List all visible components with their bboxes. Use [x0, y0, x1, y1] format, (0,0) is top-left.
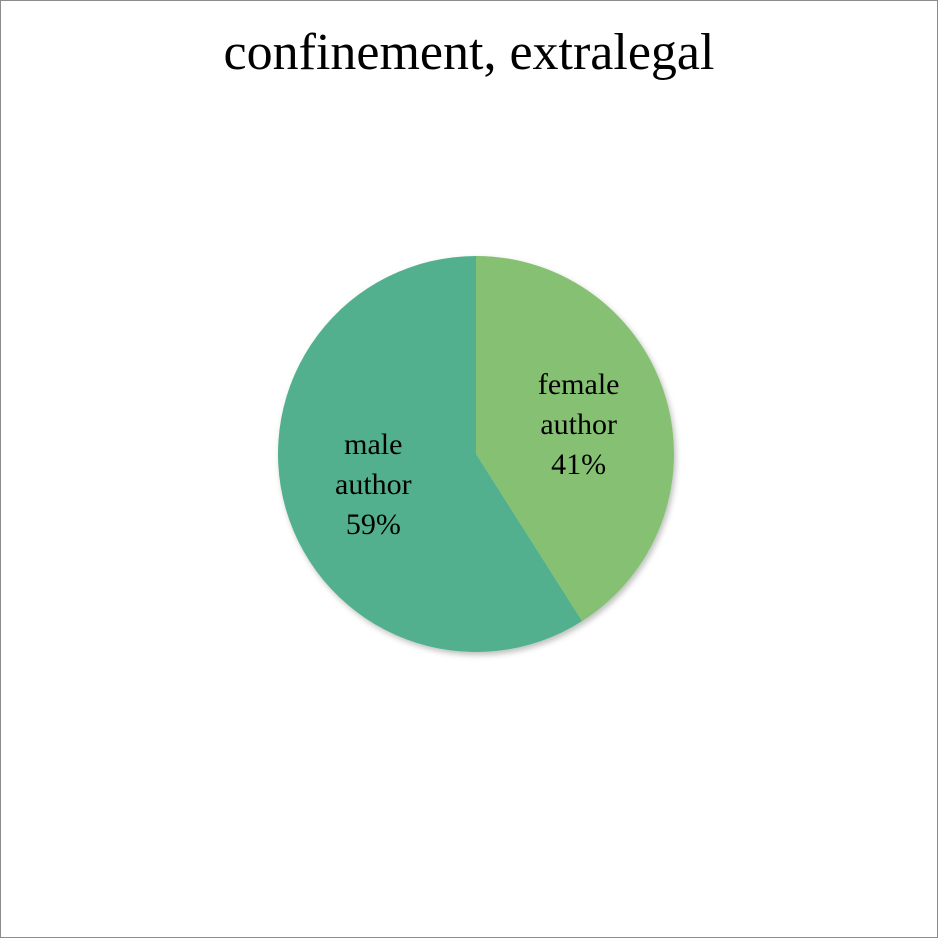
slice-percent-label: 59%: [346, 508, 401, 541]
chart-title: confinement, extralegal: [223, 24, 715, 81]
pie-labels: female author 41% male author 59%: [335, 368, 619, 541]
slice-name-line: author: [335, 468, 412, 501]
pie-slice-female-author: [476, 256, 674, 622]
slice-name-line: male: [344, 428, 402, 461]
slice-name-line: author: [540, 408, 617, 441]
slice-percent-label: 41%: [551, 448, 606, 481]
slice-label-male-author: male author 59%: [335, 428, 412, 541]
pie-slice-male-author: [278, 256, 583, 652]
slice-label-female-author: female author 41%: [538, 368, 620, 481]
pie-slices: [278, 256, 674, 652]
slice-name-line: female: [538, 368, 620, 401]
